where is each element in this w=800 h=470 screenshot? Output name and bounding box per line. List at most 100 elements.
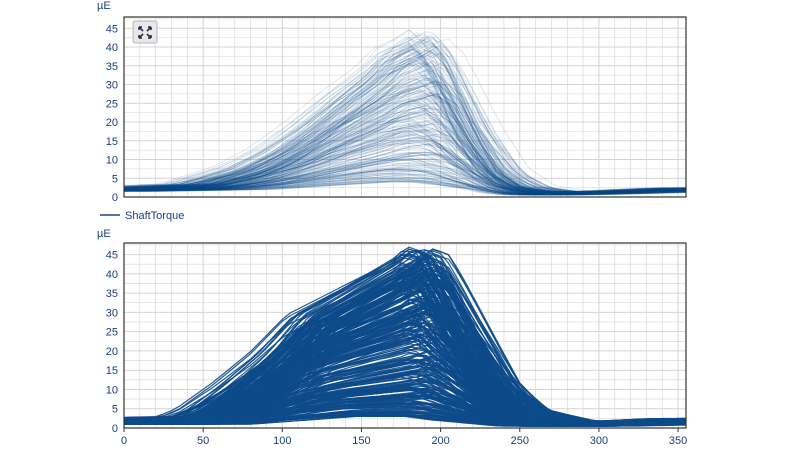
series-curve <box>124 61 686 193</box>
series-curve <box>123 54 687 193</box>
series-curve <box>123 181 687 196</box>
series-curve <box>123 104 687 194</box>
series-curve <box>123 98 687 194</box>
series-curve <box>123 169 686 196</box>
series-curve <box>123 168 687 196</box>
series-curve <box>124 164 686 196</box>
series-curve <box>123 109 687 194</box>
series-curve <box>123 159 686 195</box>
series-curve <box>123 53 687 193</box>
series-curve <box>124 387 687 426</box>
series-curve <box>124 78 686 193</box>
series-curve <box>124 151 687 195</box>
legend-label: ShaftTorque <box>125 210 184 222</box>
series-curve <box>123 174 687 196</box>
series-curve <box>124 60 686 193</box>
series-curve <box>124 126 686 194</box>
series-curve <box>124 39 686 192</box>
top-plot-frame <box>123 16 687 198</box>
series-curve <box>123 97 687 194</box>
series-curve <box>124 50 686 193</box>
series-curve <box>124 59 686 193</box>
series-curve <box>124 78 687 193</box>
series-curve <box>124 42 686 193</box>
series-curve <box>123 38 687 192</box>
series-curve <box>123 151 687 195</box>
series-curve <box>124 36 687 192</box>
series-curve <box>123 58 687 193</box>
series-curve <box>123 136 687 195</box>
series-curve <box>124 123 686 194</box>
series-curve <box>124 71 687 193</box>
series-curve <box>124 31 686 192</box>
series-curve <box>123 137 687 195</box>
series-curve <box>123 112 687 194</box>
series-curve <box>123 179 686 196</box>
y-tick-label: 15 <box>106 365 118 377</box>
bottom-y-unit-label: µE <box>97 228 111 240</box>
series-curve <box>123 89 687 194</box>
series-curve <box>124 151 686 195</box>
series-curve <box>123 181 687 196</box>
series-curve <box>124 180 687 196</box>
series-curve <box>123 127 687 195</box>
series-curve <box>123 77 687 193</box>
series-curve <box>123 56 687 193</box>
bottom-chart-panel: µE 0 5 10 15 20 25 30 35 40 45 0 50 100 150 200 250 300… <box>97 228 687 447</box>
series-curve <box>123 38 687 192</box>
series-curve <box>123 113 687 194</box>
series-curve <box>123 164 686 196</box>
series-curve <box>124 180 687 196</box>
series-curve <box>124 148 686 195</box>
series-curve <box>124 179 687 196</box>
series-curve <box>123 170 687 196</box>
series-curve <box>124 91 687 194</box>
series-curve <box>123 31 687 192</box>
series-curve <box>124 125 686 195</box>
series-curve <box>123 93 687 194</box>
bottom-y-tick-labels: 0 5 10 15 20 25 30 35 40 45 <box>106 250 118 435</box>
series-curve <box>124 84 686 194</box>
series-curve <box>123 76 687 193</box>
series-curve <box>124 65 687 193</box>
series-curve <box>123 44 687 193</box>
expand-button[interactable] <box>132 20 158 44</box>
series-curve <box>124 143 686 195</box>
series-curve <box>124 123 686 195</box>
series-curve <box>124 98 686 194</box>
series-curve <box>123 63 687 193</box>
series-curve <box>124 44 687 193</box>
series-curve <box>124 47 686 193</box>
series-curve <box>124 96 687 194</box>
series-curve <box>123 124 686 195</box>
series-curve <box>123 92 687 194</box>
y-tick-label: 10 <box>106 155 118 167</box>
series-curve <box>123 36 686 192</box>
series-curve <box>123 90 687 194</box>
series-curve <box>124 40 686 192</box>
series-curve <box>124 118 686 194</box>
y-tick-label: 40 <box>106 42 118 54</box>
series-curve <box>124 78 686 193</box>
series-curve <box>123 172 687 196</box>
series-curve <box>124 138 686 195</box>
series-curve <box>123 119 687 195</box>
series-curve <box>123 142 687 195</box>
series-curve <box>124 36 686 192</box>
series-curve <box>123 66 687 193</box>
y-tick-label: 35 <box>106 288 118 300</box>
series-curve <box>123 157 686 195</box>
series-curve <box>124 69 686 193</box>
series-curve <box>124 174 686 196</box>
series-curve <box>124 176 687 196</box>
series-curve <box>124 119 686 195</box>
series-curve <box>123 167 686 196</box>
series-curve <box>123 280 687 424</box>
series-curve <box>123 82 687 193</box>
series-curve <box>124 36 687 192</box>
series-curve <box>124 70 687 193</box>
series-curve <box>123 77 687 193</box>
series-curve <box>123 86 687 194</box>
series-curve <box>123 147 687 195</box>
series-curve <box>124 152 686 195</box>
